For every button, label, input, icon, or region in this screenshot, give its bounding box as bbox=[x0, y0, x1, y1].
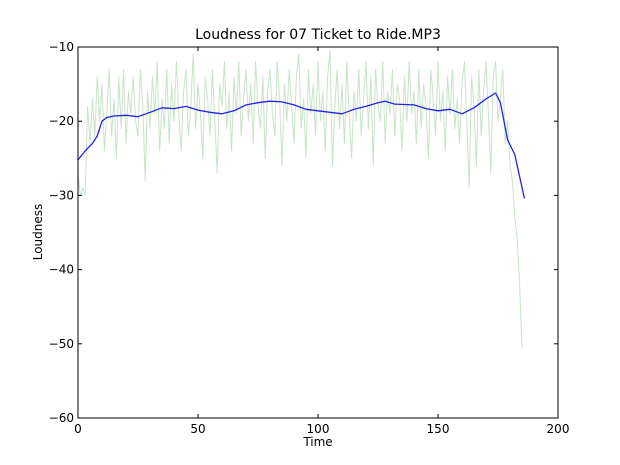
raw-loudness-line bbox=[77, 50, 523, 348]
x-tick-label: 50 bbox=[190, 422, 205, 436]
plot-area bbox=[77, 50, 526, 348]
x-tick-label: 100 bbox=[307, 422, 330, 436]
x-tick-label: 150 bbox=[427, 422, 450, 436]
chart-title: Loudness for 07 Ticket to Ride.MP3 bbox=[195, 27, 441, 43]
y-axis: −10 −20 −30 −40 −50 −60 bbox=[49, 40, 558, 425]
y-tick-label: −60 bbox=[49, 411, 74, 425]
x-axis: 0 50 100 150 200 bbox=[74, 47, 569, 436]
y-tick-label: −20 bbox=[49, 114, 74, 128]
y-tick-label: −40 bbox=[49, 263, 74, 277]
x-tick-label: 0 bbox=[74, 422, 82, 436]
axes-frame bbox=[77, 46, 559, 419]
x-tick-label: 200 bbox=[547, 422, 570, 436]
y-tick-label: −10 bbox=[49, 40, 74, 54]
y-tick-label: −30 bbox=[49, 188, 74, 202]
y-tick-label: −50 bbox=[49, 337, 74, 351]
y-axis-label: Loudness bbox=[31, 204, 45, 261]
x-axis-label: Time bbox=[302, 435, 332, 449]
smoothed-loudness-line bbox=[77, 92, 526, 199]
